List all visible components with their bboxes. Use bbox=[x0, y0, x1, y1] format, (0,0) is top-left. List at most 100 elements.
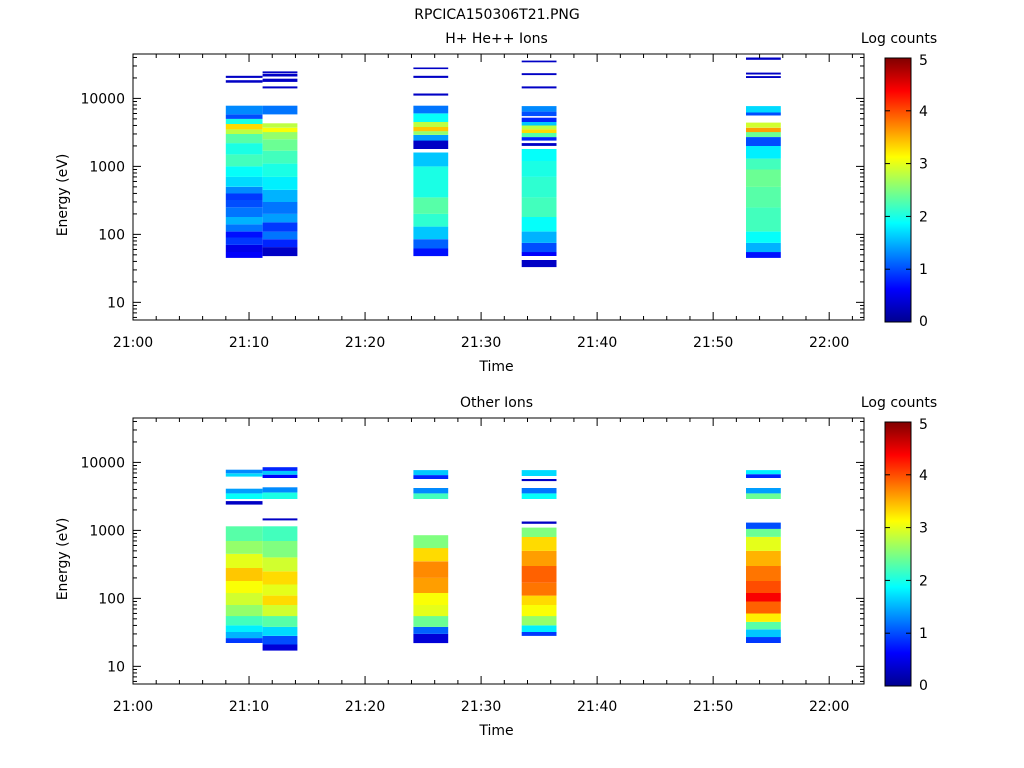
heatmap-cell bbox=[413, 561, 449, 578]
heatmap-cell bbox=[225, 105, 263, 115]
colorbar-tick-label: 2 bbox=[919, 209, 928, 225]
figure-title: RPCICA150306T21.PNG bbox=[414, 7, 579, 23]
heatmap-cells bbox=[225, 467, 781, 651]
heatmap-cell bbox=[225, 469, 263, 474]
heatmap-cell bbox=[521, 582, 557, 596]
heatmap-cell bbox=[746, 601, 781, 614]
heatmap-cell bbox=[521, 73, 557, 76]
heatmap-cell bbox=[225, 568, 263, 581]
heatmap-cell bbox=[521, 616, 557, 626]
heatmap-cell bbox=[746, 106, 781, 113]
colorbar-tick-label: 1 bbox=[919, 262, 928, 278]
heatmap-cell bbox=[746, 158, 781, 170]
heatmap-cell bbox=[262, 163, 298, 177]
colorbar-label: Log counts bbox=[861, 31, 937, 47]
colorbar bbox=[884, 57, 912, 323]
heatmap-cell bbox=[746, 537, 781, 551]
heatmap-cell bbox=[521, 595, 557, 605]
heatmap-cell bbox=[225, 540, 263, 554]
y-axis-label: Energy (eV) bbox=[55, 518, 71, 601]
heatmap-cell bbox=[225, 244, 263, 252]
heatmap-cell bbox=[225, 581, 263, 593]
heatmap-cell bbox=[746, 242, 781, 253]
heatmap-cell bbox=[746, 137, 781, 146]
heatmap-cell bbox=[746, 169, 781, 187]
heatmap-cell bbox=[746, 470, 781, 475]
y-tick-label: 1000 bbox=[89, 523, 125, 539]
x-tick-label: 21:50 bbox=[693, 699, 733, 715]
heatmap-cell bbox=[262, 222, 298, 232]
heatmap-cell bbox=[225, 616, 263, 626]
x-tick-label: 21:20 bbox=[345, 335, 385, 351]
heatmap-cell bbox=[521, 122, 557, 126]
heatmap-cell bbox=[413, 105, 449, 114]
heatmap-cell bbox=[225, 593, 263, 605]
heatmap-cell bbox=[225, 224, 263, 232]
heatmap-cell bbox=[262, 176, 298, 190]
heatmap-cell bbox=[262, 132, 298, 140]
colorbar-tick-label: 5 bbox=[919, 417, 928, 433]
heatmap-cell bbox=[262, 247, 298, 257]
heatmap-cell bbox=[262, 540, 298, 558]
heatmap-cell bbox=[413, 633, 449, 644]
heatmap-cell bbox=[413, 135, 449, 141]
heatmap-cell bbox=[225, 186, 263, 194]
heatmap-cell bbox=[746, 629, 781, 638]
heatmap-cell bbox=[521, 197, 557, 217]
heatmap-cell bbox=[746, 122, 781, 128]
heatmap-cell bbox=[413, 131, 449, 135]
heatmap-cell bbox=[746, 581, 781, 593]
heatmap-cell bbox=[413, 616, 449, 627]
heatmap-cell bbox=[262, 470, 298, 475]
heatmap-cell bbox=[262, 231, 298, 240]
heatmap-cell bbox=[413, 93, 449, 96]
heatmap-cell bbox=[225, 176, 263, 187]
heatmap-cell bbox=[413, 488, 449, 494]
heatmap-cell bbox=[262, 605, 298, 617]
heatmap-cell bbox=[521, 470, 557, 476]
heatmap-cell bbox=[746, 252, 781, 258]
heatmap-cell bbox=[413, 475, 449, 479]
heatmap-cell bbox=[225, 488, 263, 494]
heatmap-cell bbox=[413, 140, 449, 149]
x-axis-label: Time bbox=[478, 359, 513, 375]
heatmap-cell bbox=[225, 207, 263, 217]
heatmap-cell bbox=[521, 137, 557, 141]
colorbar bbox=[884, 421, 912, 687]
heatmap-cell bbox=[262, 584, 298, 596]
heatmap-cell bbox=[746, 186, 781, 208]
heatmap-cell bbox=[413, 493, 449, 499]
y-tick-label: 10000 bbox=[80, 91, 125, 107]
heatmap-cell bbox=[413, 166, 449, 182]
heatmap-cell bbox=[746, 522, 781, 529]
heatmap-cell bbox=[225, 80, 263, 83]
heatmap-cell bbox=[225, 638, 263, 643]
x-tick-label: 21:30 bbox=[461, 699, 501, 715]
heatmap-cell bbox=[413, 548, 449, 562]
heatmap-cell bbox=[225, 231, 263, 238]
heatmap-cell bbox=[746, 207, 781, 232]
heatmap-cell bbox=[521, 106, 557, 112]
heatmap-cell bbox=[225, 200, 263, 208]
heatmap-cell bbox=[413, 470, 449, 476]
heatmap-cell bbox=[521, 493, 557, 499]
heatmap-cell bbox=[413, 605, 449, 617]
heatmap-cell bbox=[262, 123, 298, 128]
heatmap-cell bbox=[225, 124, 263, 130]
x-tick-label: 21:00 bbox=[113, 335, 153, 351]
colorbar-label: Log counts bbox=[861, 395, 937, 411]
heatmap-cell bbox=[746, 231, 781, 243]
heatmap-cell bbox=[521, 111, 557, 117]
heatmap-cell bbox=[746, 613, 781, 622]
heatmap-cell bbox=[413, 113, 449, 122]
heatmap-cell bbox=[521, 605, 557, 617]
heatmap-cell bbox=[225, 193, 263, 200]
heatmap-cell bbox=[225, 114, 263, 119]
x-tick-label: 21:10 bbox=[229, 699, 269, 715]
heatmap-cell bbox=[262, 201, 298, 214]
x-tick-label: 22:00 bbox=[809, 335, 849, 351]
x-tick-label: 21:40 bbox=[577, 699, 617, 715]
heatmap-cell bbox=[262, 636, 298, 645]
heatmap-cell bbox=[746, 474, 781, 478]
